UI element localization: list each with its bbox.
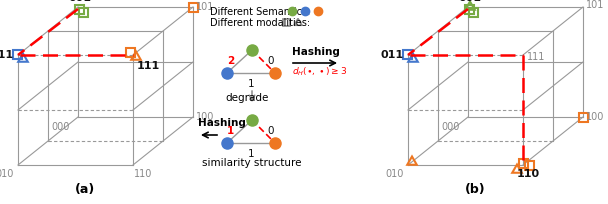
Text: Hashing: Hashing — [198, 118, 246, 128]
Bar — [13, 50, 21, 59]
Text: 010: 010 — [0, 169, 14, 179]
Bar — [402, 50, 412, 59]
Bar — [525, 161, 533, 170]
Bar — [578, 112, 587, 122]
Text: 0: 0 — [267, 126, 274, 136]
Text: 100: 100 — [196, 112, 215, 122]
Text: 1: 1 — [227, 126, 234, 136]
Text: 1: 1 — [247, 79, 254, 89]
Text: 000: 000 — [441, 122, 460, 132]
Text: 111: 111 — [527, 52, 545, 62]
Text: Different Semantics:: Different Semantics: — [210, 7, 310, 17]
Bar — [465, 4, 474, 13]
Text: 101: 101 — [586, 0, 604, 10]
Text: (b): (b) — [465, 183, 486, 196]
Text: degrade: degrade — [225, 93, 268, 103]
Text: Hashing: Hashing — [292, 47, 340, 57]
Text: 101: 101 — [196, 2, 215, 12]
Text: 001: 001 — [69, 0, 91, 3]
Text: $d_H(\bullet,\bullet)\geq 3$: $d_H(\bullet,\bullet)\geq 3$ — [292, 66, 347, 79]
Text: 1: 1 — [247, 149, 254, 159]
Text: Different modalities:: Different modalities: — [210, 18, 310, 28]
Text: 000: 000 — [52, 122, 70, 132]
Bar — [469, 8, 477, 17]
Bar — [283, 19, 289, 26]
Text: 011: 011 — [0, 50, 14, 60]
Bar — [78, 8, 88, 17]
Bar — [125, 48, 134, 57]
Text: similarity structure: similarity structure — [202, 158, 302, 168]
Text: 110: 110 — [516, 169, 539, 179]
Text: 001: 001 — [458, 0, 482, 3]
Bar — [75, 4, 83, 13]
Text: 110: 110 — [134, 169, 152, 179]
Text: 010: 010 — [385, 169, 404, 179]
Text: 011: 011 — [381, 50, 404, 60]
Bar — [188, 2, 198, 11]
Bar — [519, 159, 528, 167]
Text: 0: 0 — [267, 56, 274, 66]
Text: 111: 111 — [137, 61, 161, 71]
Text: 100: 100 — [586, 112, 604, 122]
Text: (a): (a) — [75, 183, 95, 196]
Text: 2: 2 — [227, 56, 234, 66]
